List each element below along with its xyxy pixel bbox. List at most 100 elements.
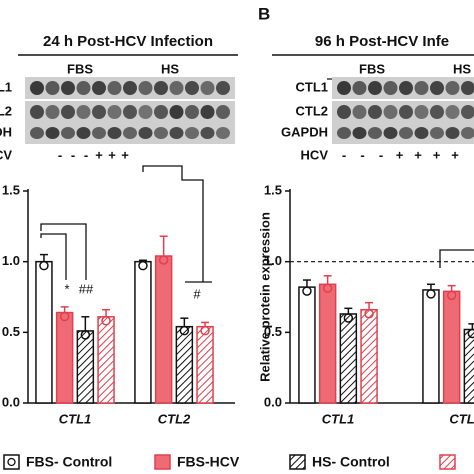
bar bbox=[76, 330, 95, 404]
blot-band bbox=[337, 105, 351, 119]
blot-band bbox=[30, 81, 44, 95]
y-tick-label: 0.5 bbox=[2, 324, 20, 339]
blot-band bbox=[45, 81, 60, 95]
hcv-sign: + bbox=[451, 147, 459, 162]
blot-band bbox=[107, 127, 122, 139]
blot-band bbox=[123, 81, 137, 95]
hcv-sign: + bbox=[121, 147, 129, 162]
blot-band bbox=[45, 105, 60, 119]
bar bbox=[339, 313, 358, 404]
blot-band bbox=[76, 127, 91, 139]
blot-band bbox=[368, 127, 382, 139]
y-tick-label: 1.5 bbox=[2, 182, 20, 197]
bar bbox=[442, 290, 461, 404]
blot-band bbox=[445, 105, 460, 119]
bar bbox=[298, 286, 316, 404]
legend-swatch bbox=[289, 454, 306, 470]
blot-band bbox=[138, 81, 153, 95]
blot-band bbox=[200, 105, 215, 119]
blot-band bbox=[185, 105, 199, 119]
replicate-dot bbox=[80, 330, 91, 340]
bar bbox=[360, 308, 378, 404]
blot-row-label: CTL1 bbox=[296, 79, 329, 94]
blot-band bbox=[337, 127, 351, 139]
blot-band bbox=[414, 81, 429, 95]
blot-band bbox=[383, 127, 398, 139]
blot-band bbox=[169, 81, 184, 95]
blot-band bbox=[430, 105, 444, 119]
bracket bbox=[142, 165, 204, 282]
blot-band bbox=[61, 127, 75, 139]
blot-band bbox=[138, 127, 153, 139]
replicate-dot bbox=[426, 289, 436, 299]
bar bbox=[97, 316, 115, 404]
blot-band bbox=[92, 127, 106, 139]
error-bar bbox=[180, 317, 189, 327]
blot-band bbox=[123, 105, 137, 119]
blot-band bbox=[185, 81, 199, 95]
legend-swatch-dot bbox=[7, 457, 16, 467]
hcv-sign: + bbox=[95, 147, 103, 162]
x-tick-label: CTL1 bbox=[59, 411, 92, 426]
blot-row-label: L1 bbox=[0, 79, 12, 94]
blot-band bbox=[200, 127, 215, 139]
replicate-dot bbox=[446, 290, 457, 301]
hcv-sign: - bbox=[342, 147, 346, 162]
hcv-sign: + bbox=[414, 147, 422, 162]
blot-band bbox=[61, 81, 75, 95]
replicate-dot bbox=[343, 313, 354, 323]
error-bar bbox=[426, 283, 435, 290]
blot-band bbox=[107, 105, 122, 119]
panel-title: 24 h Post-HCV Infection bbox=[43, 33, 213, 50]
blot-band bbox=[76, 105, 91, 119]
x-tick-label: CTL bbox=[449, 411, 474, 426]
blot-band bbox=[45, 127, 60, 139]
blot-band bbox=[154, 81, 168, 95]
bracket bbox=[40, 223, 87, 280]
y-tick-label: 1.0 bbox=[264, 253, 282, 268]
blot-row-label: GAPDH bbox=[281, 124, 328, 139]
blot-band bbox=[30, 127, 44, 139]
blot-band bbox=[414, 127, 429, 139]
bar bbox=[154, 255, 173, 404]
bar bbox=[175, 325, 194, 404]
blot-band bbox=[368, 105, 382, 119]
blot-row-label: CTL2 bbox=[296, 103, 329, 118]
legend-label: FBS- Control bbox=[26, 454, 112, 470]
bar bbox=[196, 325, 214, 404]
blot-band bbox=[169, 105, 184, 119]
significance-mark: # bbox=[193, 286, 201, 301]
blot-band bbox=[445, 81, 460, 95]
hcv-sign: - bbox=[58, 147, 62, 162]
y-tick-label: 0.5 bbox=[264, 324, 282, 339]
legend-swatch bbox=[154, 454, 171, 470]
panel-label: B bbox=[258, 4, 270, 23]
error-bar bbox=[60, 306, 69, 313]
y-tick-label: 0.0 bbox=[2, 394, 20, 409]
blot-band bbox=[216, 81, 230, 95]
bracket bbox=[439, 249, 474, 268]
x-tick-label: CTL2 bbox=[158, 411, 191, 426]
blot-band bbox=[414, 105, 429, 119]
blot-band bbox=[445, 127, 460, 139]
replicate-dot bbox=[59, 311, 70, 322]
legend-label: FBS-HCV bbox=[177, 454, 240, 470]
bar bbox=[463, 328, 474, 404]
replicate-dot bbox=[364, 308, 374, 319]
replicate-dot bbox=[39, 260, 49, 271]
x-tick-label: CTL1 bbox=[322, 411, 355, 426]
y-axis-label: Relative protein expression bbox=[257, 212, 272, 382]
error-bar bbox=[344, 307, 353, 314]
replicate-dot bbox=[200, 325, 210, 336]
error-bar bbox=[323, 275, 332, 285]
hcv-sign: - bbox=[379, 147, 383, 162]
legend-swatch bbox=[439, 454, 456, 470]
blot-band bbox=[383, 105, 398, 119]
bracket bbox=[40, 233, 67, 280]
blot-band bbox=[154, 105, 168, 119]
hcv-sign: + bbox=[396, 147, 404, 162]
blot-band bbox=[399, 127, 413, 139]
error-bar bbox=[365, 301, 374, 310]
blot-band bbox=[216, 127, 230, 139]
blot-band bbox=[352, 105, 367, 119]
